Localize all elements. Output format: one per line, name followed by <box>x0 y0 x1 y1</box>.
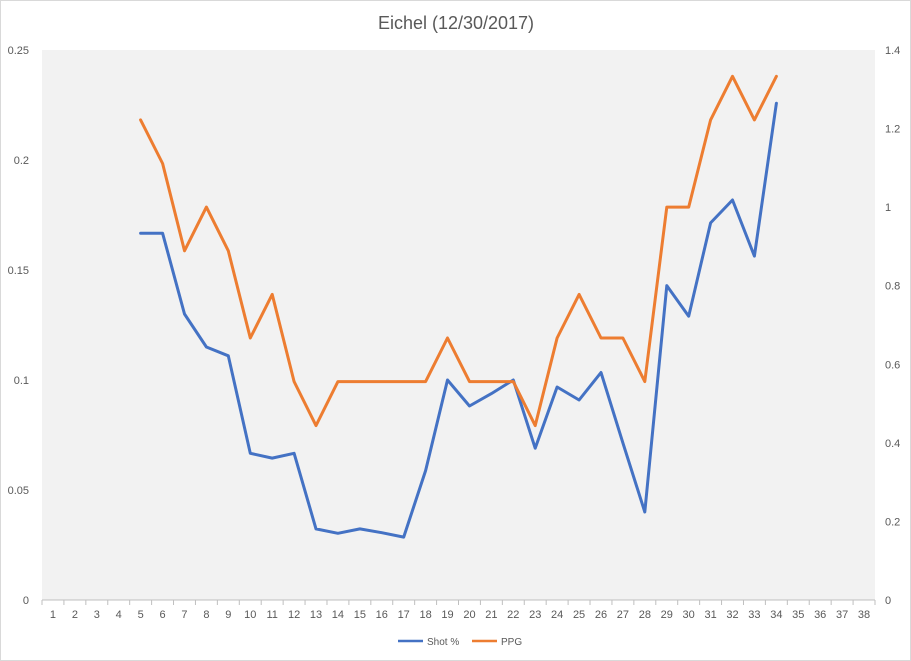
x-tick-label: 1 <box>50 609 56 621</box>
x-tick-label: 16 <box>376 609 388 621</box>
y-right-tick-label: 0.2 <box>885 516 900 528</box>
x-tick-label: 14 <box>332 609 344 621</box>
legend-label-shot-pct: Shot % <box>427 637 459 648</box>
legend: Shot % PPG <box>398 637 522 648</box>
x-tick-label: 30 <box>683 609 695 621</box>
series-line-ppg <box>139 74 778 428</box>
x-tick-label: 29 <box>661 609 673 621</box>
y-left-tick-label: 0.15 <box>8 265 29 277</box>
x-tick-label: 32 <box>726 609 738 621</box>
x-axis-ticks: 1 2 3 4 5 6 7 8 9 10 11 12 13 14 15 16 17 18 19 20 21 22 23 24 2… <box>41 600 876 621</box>
y-right-tick-label: 1.2 <box>885 124 900 136</box>
x-tick-label: 31 <box>704 609 716 621</box>
x-tick-label: 12 <box>288 609 300 621</box>
plot-area <box>42 50 875 600</box>
x-tick-label: 33 <box>748 609 760 621</box>
x-tick-label: 4 <box>116 609 122 621</box>
x-tick-label: 25 <box>573 609 585 621</box>
x-tick-label: 38 <box>858 609 870 621</box>
x-tick-label: 34 <box>770 609 782 621</box>
x-tick-label: 26 <box>595 609 607 621</box>
x-tick-label: 11 <box>266 609 277 621</box>
y-axis-right-ticks: 0 0.2 0.4 0.6 0.8 1 1.2 1.4 <box>885 45 900 607</box>
y-right-tick-label: 0.4 <box>885 438 900 450</box>
y-left-tick-label: 0.05 <box>8 485 29 497</box>
x-tick-label: 20 <box>463 609 475 621</box>
legend-label-ppg: PPG <box>501 637 522 648</box>
chart-title: Eichel (12/30/2017) <box>378 13 534 33</box>
y-right-tick-label: 0.6 <box>885 359 900 371</box>
y-axis-left-ticks: 0 0.05 0.1 0.15 0.2 0.25 <box>8 45 29 607</box>
x-tick-label: 18 <box>419 609 431 621</box>
x-tick-label: 3 <box>94 609 100 621</box>
y-right-tick-label: 0 <box>885 595 891 607</box>
y-right-tick-label: 0.8 <box>885 281 900 293</box>
x-tick-label: 19 <box>441 609 453 621</box>
x-tick-label: 5 <box>138 609 144 621</box>
y-right-tick-label: 1.4 <box>885 45 900 57</box>
x-tick-label: 28 <box>639 609 651 621</box>
x-tick-label: 6 <box>160 609 166 621</box>
x-tick-label: 22 <box>507 609 519 621</box>
y-left-tick-label: 0.25 <box>8 45 29 57</box>
x-tick-label: 27 <box>617 609 629 621</box>
x-tick-label: 2 <box>72 609 78 621</box>
x-tick-label: 7 <box>181 609 187 621</box>
y-left-tick-label: 0 <box>23 595 29 607</box>
x-tick-label: 23 <box>529 609 541 621</box>
x-tick-label: 17 <box>398 609 410 621</box>
y-right-tick-label: 1 <box>885 202 891 214</box>
x-tick-label: 15 <box>354 609 366 621</box>
series-line-shot-pct <box>139 101 778 539</box>
x-tick-label: 8 <box>203 609 209 621</box>
x-tick-label: 10 <box>244 609 256 621</box>
y-left-tick-label: 0.2 <box>14 155 29 167</box>
x-tick-label: 21 <box>485 609 497 621</box>
x-tick-label: 24 <box>551 609 563 621</box>
y-left-tick-label: 0.1 <box>14 375 29 387</box>
x-tick-label: 13 <box>310 609 322 621</box>
x-tick-label: 37 <box>836 609 848 621</box>
x-tick-label: 35 <box>792 609 804 621</box>
x-tick-label: 9 <box>225 609 231 621</box>
x-tick-label: 36 <box>814 609 826 621</box>
series-layer <box>139 74 778 539</box>
